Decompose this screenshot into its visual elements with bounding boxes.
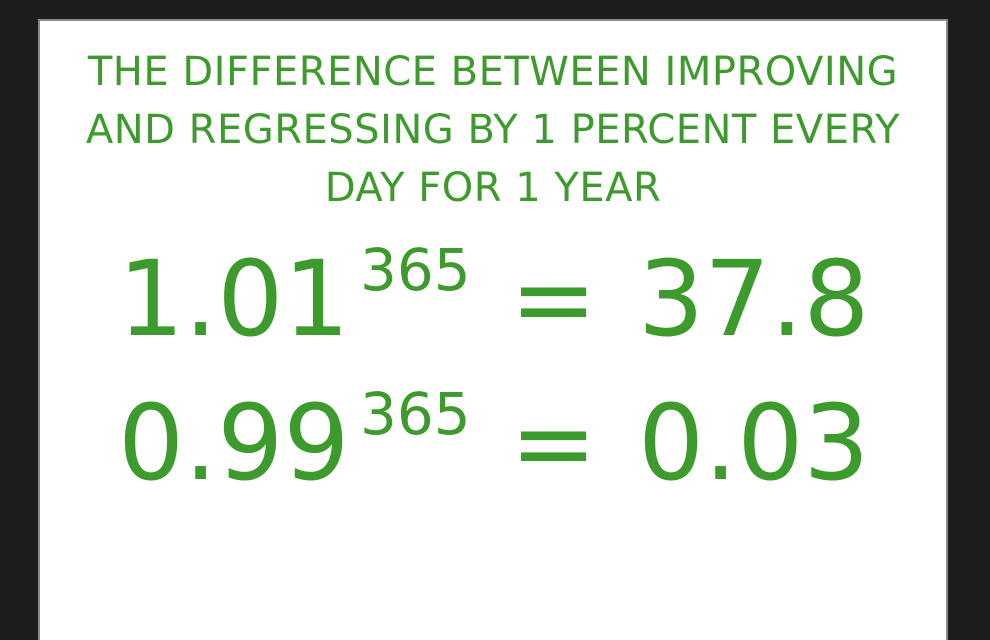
headline-line-1: THE DIFFERENCE BETWEEN IMPROVING <box>87 49 899 95</box>
equals-sign: = <box>510 382 598 504</box>
equation-result: 37.8 <box>638 238 870 360</box>
equation-result: 0.03 <box>638 382 870 504</box>
headline: THE DIFFERENCE BETWEEN IMPROVING AND REG… <box>40 43 946 217</box>
equation-regressing: 0.99 365 = 0.03 <box>40 380 946 504</box>
equation-exponent: 365 <box>360 380 471 448</box>
infographic-card: THE DIFFERENCE BETWEEN IMPROVING AND REG… <box>38 19 948 640</box>
headline-line-2: AND REGRESSING BY 1 PERCENT EVERY <box>85 107 901 153</box>
equation-base: 1.01 <box>118 238 350 360</box>
headline-line-3: DAY FOR 1 YEAR <box>324 165 662 211</box>
equals-sign: = <box>510 238 598 360</box>
equation-improving: 1.01 365 = 37.8 <box>40 236 946 360</box>
equation-exponent: 365 <box>360 236 471 304</box>
equation-base: 0.99 <box>118 382 350 504</box>
